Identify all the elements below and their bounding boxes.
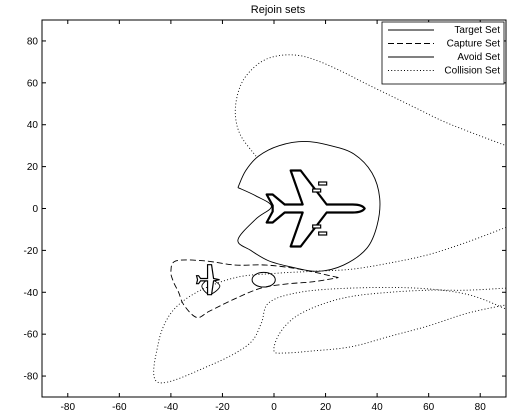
jet-engine [312, 224, 322, 229]
series-collision-set-outer [234, 54, 506, 157]
ellipse-marker [251, 271, 276, 288]
x-tick-label: 0 [271, 402, 277, 413]
wing-aircraft [195, 264, 220, 296]
jet-engine [318, 231, 328, 236]
legend-label: Avoid Set [457, 52, 500, 63]
chart-title: Rejoin sets [251, 4, 306, 16]
y-tick-label: 60 [27, 78, 39, 89]
x-tick-label: -40 [164, 402, 179, 413]
x-tick-label: 20 [320, 402, 332, 413]
lead-aircraft [265, 169, 366, 248]
y-tick-label: 80 [27, 36, 39, 47]
legend-label: Collision Set [444, 66, 500, 77]
x-tick-label: 40 [372, 402, 384, 413]
y-tick-label: -40 [24, 288, 39, 299]
y-tick-label: -60 [24, 330, 39, 341]
series-avoid-set [237, 141, 381, 272]
legend-box [381, 21, 505, 85]
jet-engine [312, 188, 322, 193]
x-tick-label: -60 [112, 402, 127, 413]
y-tick-label: 40 [27, 120, 39, 131]
legend-label: Capture Set [447, 39, 501, 50]
legend-label: Target Set [454, 25, 500, 36]
plot-area: -80 -60 -40 -20 0 20 40 60 80 -80 -60 -40 -20 0 20 40 60… [24, 19, 507, 413]
y-tick-label: -80 [24, 372, 39, 383]
series-capture-set [170, 259, 339, 319]
x-tick-label: 80 [475, 402, 487, 413]
y-tick-label: -20 [24, 246, 39, 257]
series-collision-set [153, 226, 506, 384]
x-tick-label: 60 [423, 402, 435, 413]
y-tick-label: 20 [27, 162, 39, 173]
y-tick-label: 0 [32, 204, 38, 215]
jet-engine [318, 181, 328, 186]
x-tick-label: -80 [61, 402, 76, 413]
series-collision-set-lower [273, 287, 506, 354]
x-tick-label: -20 [215, 402, 230, 413]
